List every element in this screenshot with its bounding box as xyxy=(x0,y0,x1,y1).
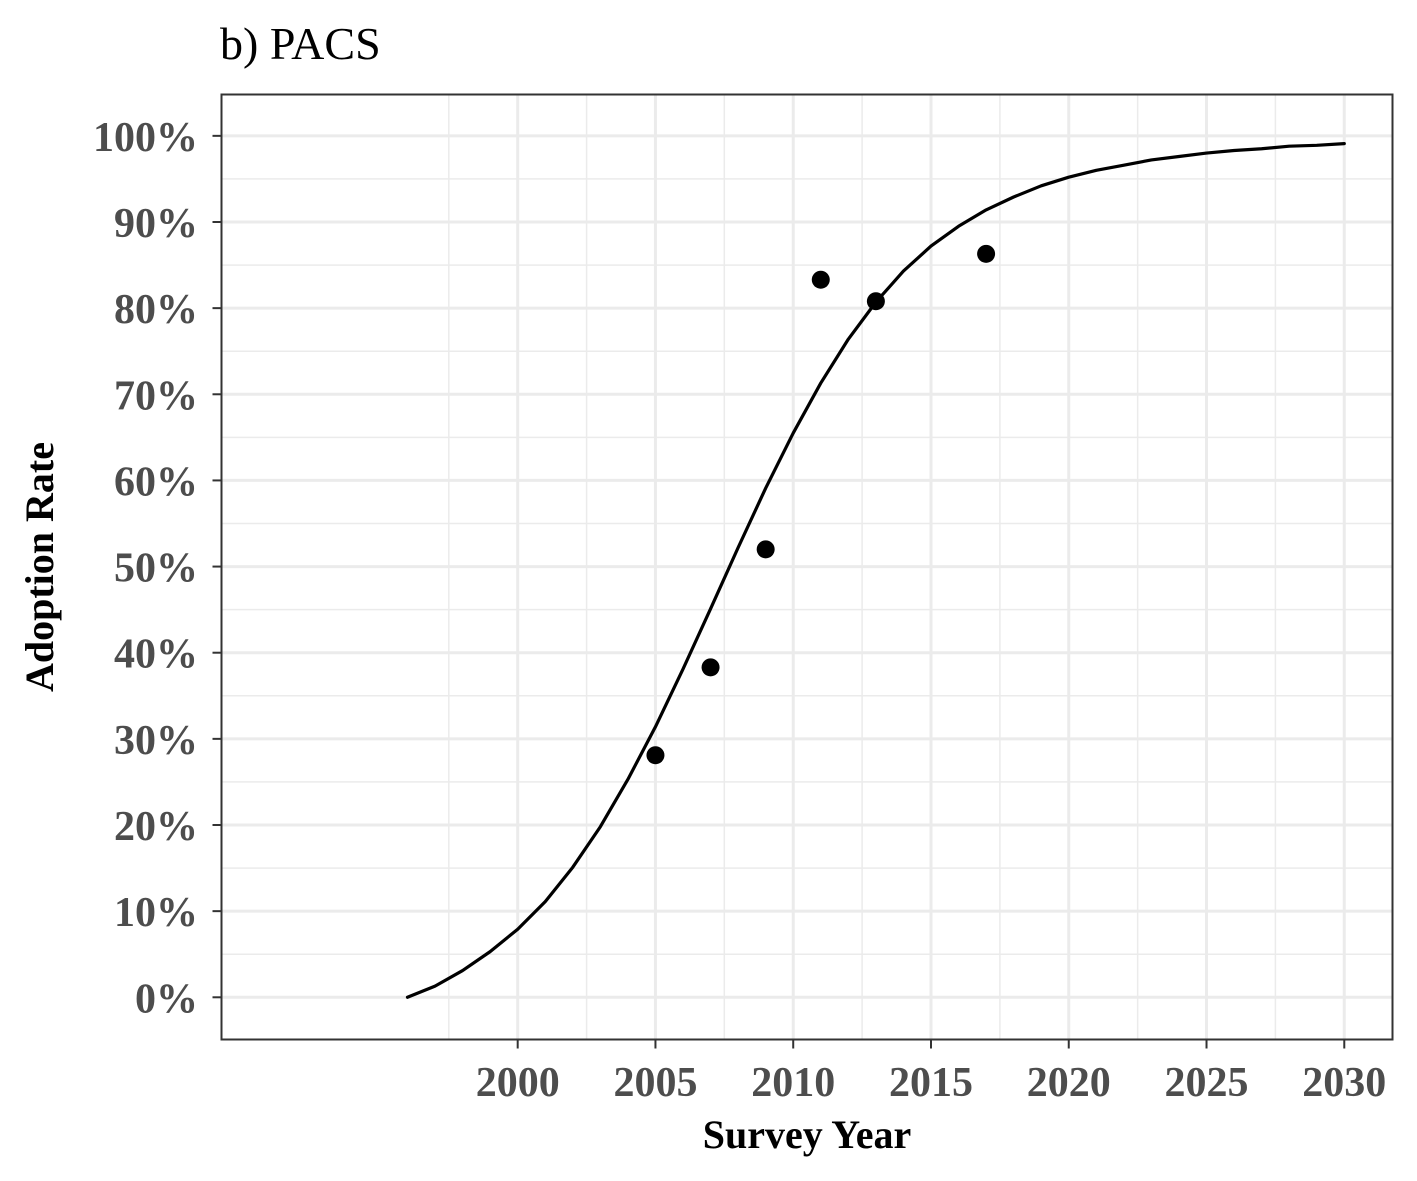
data-point xyxy=(756,540,775,559)
x-tick-label: 2015 xyxy=(889,1060,973,1106)
major-grid xyxy=(221,94,1393,1040)
y-tick-label: 70% xyxy=(114,373,198,419)
y-axis: 0% 10% 20% 30% 40% 50% 60% 70% 80% 90% 100% xyxy=(93,115,222,1022)
y-tick-label: 0% xyxy=(135,976,198,1022)
x-tick-label: 2010 xyxy=(751,1060,835,1106)
data-point xyxy=(977,244,996,263)
data-point xyxy=(866,292,885,311)
x-tick-label: 2020 xyxy=(1027,1060,1111,1106)
fit-curve xyxy=(405,142,1346,999)
x-tick-label: 2025 xyxy=(1165,1060,1249,1106)
y-tick-label: 10% xyxy=(114,890,198,936)
data-point xyxy=(701,658,720,677)
y-tick-label: 40% xyxy=(114,632,198,678)
x-tick-label: 2000 xyxy=(476,1060,560,1106)
y-tick-label: 20% xyxy=(114,804,198,850)
y-tick-label: 30% xyxy=(114,718,198,764)
x-tick-label: 2030 xyxy=(1302,1060,1386,1106)
data-points xyxy=(646,244,996,765)
y-tick-label: 100% xyxy=(93,115,198,161)
chart-title: b) PACS xyxy=(220,18,381,69)
x-tick-label: 2005 xyxy=(613,1060,697,1106)
y-tick-label: 60% xyxy=(114,459,198,505)
y-tick-label: 80% xyxy=(114,287,198,333)
x-axis: 2000 2005 2010 2015 2020 2025 2030 xyxy=(476,1039,1386,1106)
y-axis-title: Adoption Rate xyxy=(17,442,62,692)
y-tick-label: 50% xyxy=(114,546,198,592)
y-tick-label: 90% xyxy=(114,201,198,247)
fit-curve-layer xyxy=(405,142,1346,999)
data-point xyxy=(646,746,665,765)
data-point xyxy=(811,270,830,289)
x-axis-title: Survey Year xyxy=(703,1112,911,1157)
